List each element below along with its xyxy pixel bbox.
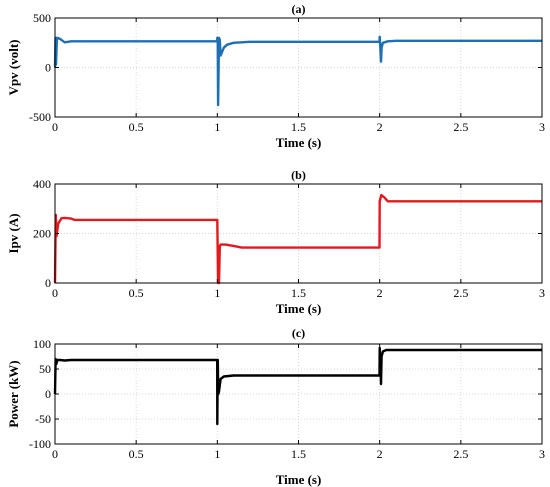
x-axis-label: Time (s) bbox=[276, 301, 322, 316]
x-axis-label: Time (s) bbox=[276, 472, 322, 487]
series-line-0 bbox=[53, 35, 542, 107]
y-tick-label: 0 bbox=[45, 387, 51, 401]
x-tick-label: 3 bbox=[539, 120, 545, 134]
y-tick-label: 200 bbox=[33, 227, 51, 241]
y-tick-label: -500 bbox=[29, 110, 51, 124]
x-tick-label: 0.5 bbox=[129, 447, 144, 461]
x-tick-label: 1.5 bbox=[291, 286, 306, 300]
x-tick-label: 0 bbox=[52, 447, 58, 461]
x-tick-label: 0.5 bbox=[129, 286, 144, 300]
x-tick-label: 0.5 bbox=[129, 120, 144, 134]
x-tick-label: 1 bbox=[214, 447, 220, 461]
y-tick-label: -100 bbox=[29, 437, 51, 451]
panel-title: (a) bbox=[292, 2, 306, 16]
y-tick-label: 500 bbox=[33, 11, 51, 25]
x-tick-label: 1.5 bbox=[291, 120, 306, 134]
series-line-0 bbox=[53, 346, 542, 426]
x-tick-label: 3 bbox=[539, 286, 545, 300]
x-tick-label: 1.5 bbox=[291, 447, 306, 461]
x-tick-label: 2.5 bbox=[453, 447, 468, 461]
panel-title: (c) bbox=[292, 326, 305, 340]
y-tick-label: 100 bbox=[33, 337, 51, 351]
y-tick-label: 50 bbox=[39, 362, 51, 376]
x-tick-label: 1 bbox=[214, 120, 220, 134]
x-tick-label: 3 bbox=[539, 447, 545, 461]
x-tick-label: 2 bbox=[377, 120, 383, 134]
series-line-0 bbox=[53, 193, 542, 285]
x-tick-label: 0 bbox=[52, 120, 58, 134]
subplot-2: 0 0.5 1 1.5 2 2.5 3 -100 -50 0 50 100 (c) Time (s) Pow… bbox=[6, 326, 545, 487]
x-tick-label: 2 bbox=[377, 286, 383, 300]
x-tick-label: 1 bbox=[214, 286, 220, 300]
x-axis-label: Time (s) bbox=[276, 135, 322, 150]
panel-title: (b) bbox=[291, 168, 306, 182]
y-axis-label: Vpv (volt) bbox=[6, 40, 21, 96]
y-tick-label: -50 bbox=[35, 412, 51, 426]
y-tick-label: 0 bbox=[45, 276, 51, 290]
x-tick-label: 2.5 bbox=[453, 286, 468, 300]
y-axis-label: Power (kW) bbox=[6, 360, 21, 427]
x-tick-label: 0 bbox=[52, 286, 58, 300]
y-axis-label: Ipv (A) bbox=[6, 213, 21, 253]
subplot-1: 0 0.5 1 1.5 2 2.5 3 0 200 400 (b) Time (s) Ipv (A) bbox=[6, 168, 545, 316]
x-tick-label: 2 bbox=[377, 447, 383, 461]
x-tick-label: 2.5 bbox=[453, 120, 468, 134]
y-tick-label: 400 bbox=[33, 177, 51, 191]
y-tick-label: 0 bbox=[45, 61, 51, 75]
